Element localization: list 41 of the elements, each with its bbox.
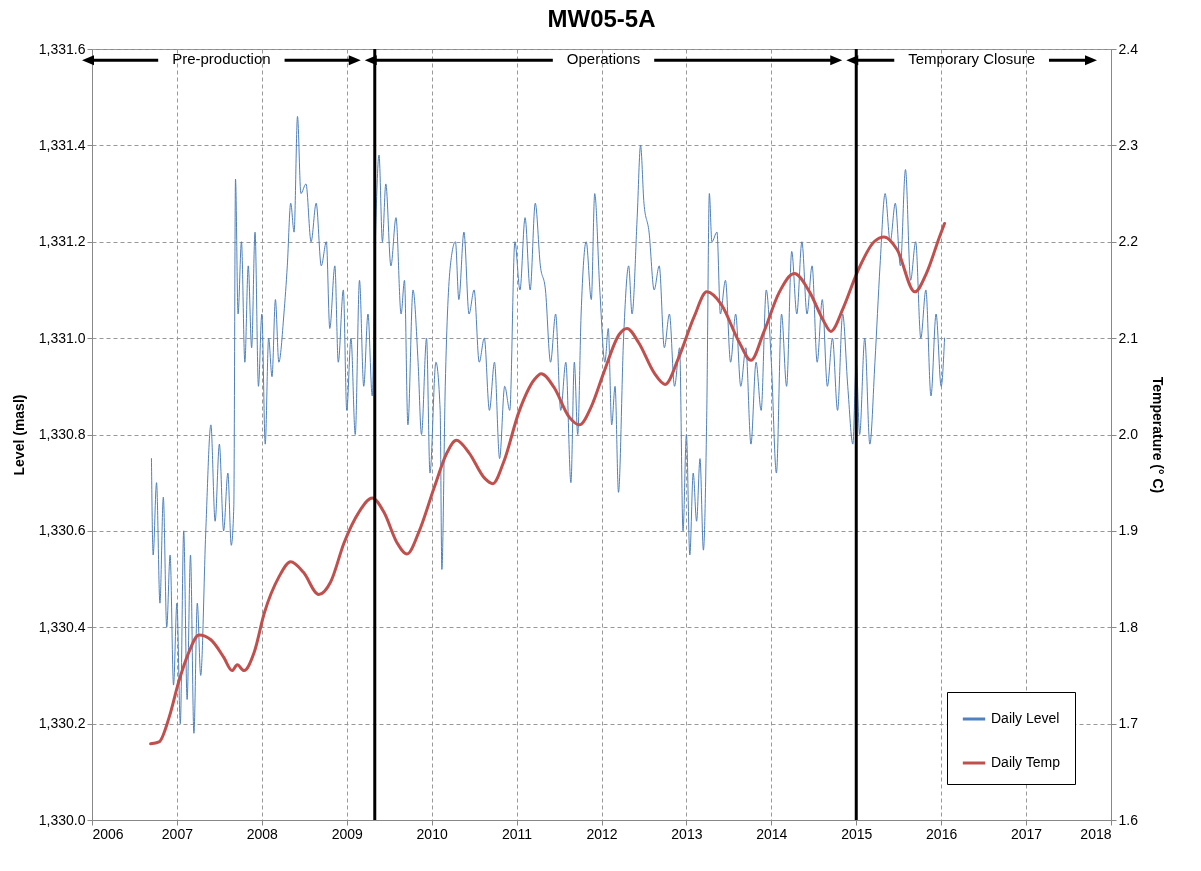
y2-tick-label: 2.2	[1118, 233, 1139, 250]
chart-title: MW05-5A	[547, 5, 656, 32]
y2-tick-label: 2.4	[1118, 40, 1139, 57]
x-tick-label: 2007	[161, 825, 194, 842]
x-tick-label: 2011	[502, 825, 533, 842]
y-tick-label: 1,331.6	[38, 40, 86, 57]
annotation: Temporary Closure	[908, 50, 1035, 68]
y-tick-label: 1,330.0	[38, 811, 86, 828]
legend-label: Daily Level	[991, 710, 1060, 726]
y2-tick-label: 2.3	[1118, 136, 1139, 153]
line-series	[150, 115, 946, 734]
annotation: Pre-production	[172, 50, 271, 68]
y2-tick-label: 2.1	[1118, 329, 1139, 346]
y2-tick-label: 2.0	[1118, 426, 1139, 442]
x-tick-label: 2015	[841, 825, 873, 842]
y-tick-label: 1,330.2	[38, 715, 86, 732]
y2-tick-label: 1.9	[1118, 522, 1139, 539]
y-tick-label: 1,330.8	[38, 426, 86, 442]
x-tick-label: 2014	[756, 825, 788, 842]
y-tick-label: 1,331.0	[38, 329, 86, 346]
y2-axis-title: Temperature (° C)	[1149, 376, 1166, 494]
x-tick-label: 2013	[671, 825, 703, 842]
y-tick-label: 1,330.6	[38, 522, 86, 539]
x-tick-label: 2009	[331, 825, 364, 842]
y2-tick-label: 1.6	[1118, 811, 1139, 828]
y2-tick-label: 1.8	[1118, 618, 1139, 635]
y2-tick-label: 1.7	[1118, 715, 1139, 732]
x-tick-label: 2017	[1011, 825, 1043, 842]
x-tick-label: 2010	[416, 825, 448, 842]
y-tick-label: 1,330.4	[38, 618, 86, 635]
x-tick-label: 2016	[926, 825, 958, 842]
x-tick-label: 2012	[586, 825, 618, 842]
x-tick-label: 2006	[92, 825, 124, 842]
x-tick-label: 2018	[1080, 825, 1112, 842]
legend-label: Daily Temp	[991, 754, 1061, 770]
x-tick-label: 2008	[246, 825, 279, 842]
annotation: Operations	[566, 50, 641, 68]
y-tick-label: 1,331.4	[38, 136, 86, 153]
line-series	[149, 221, 947, 746]
y-axis-title: Level (masl)	[10, 394, 27, 476]
y-tick-label: 1,331.2	[38, 233, 86, 250]
